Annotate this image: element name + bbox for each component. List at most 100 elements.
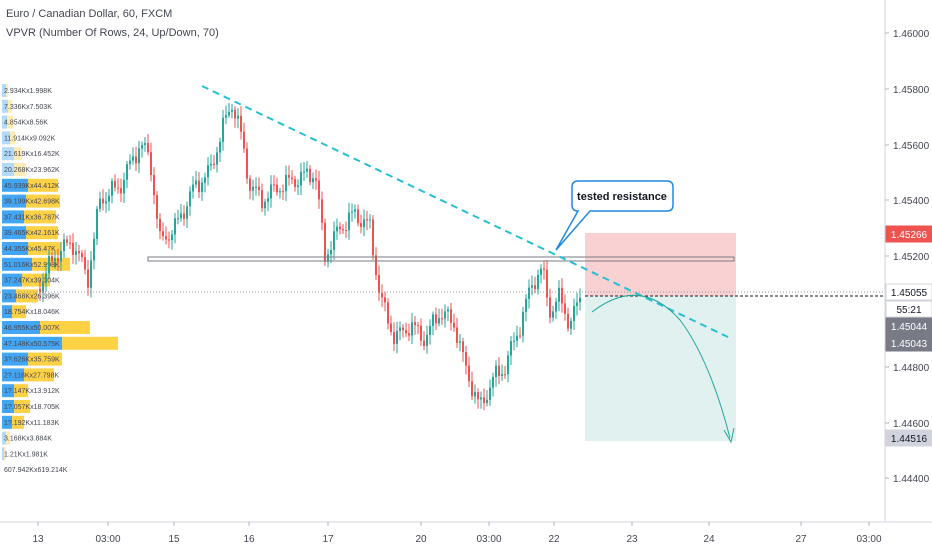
y-tick-label: 1.44400 xyxy=(893,474,930,485)
candle-body xyxy=(462,341,464,353)
candle-body xyxy=(63,239,65,252)
candle-body xyxy=(504,374,506,376)
candle-body xyxy=(480,397,482,400)
candle-body xyxy=(363,219,365,228)
candle-body xyxy=(231,109,233,112)
candle-body xyxy=(402,327,404,331)
candle-body xyxy=(234,109,236,119)
volume-profile-label: 37.247Kx39.304K xyxy=(4,278,60,285)
volume-profile-down-bar xyxy=(24,368,54,382)
annotation-callout xyxy=(555,180,674,251)
candle-body xyxy=(60,251,62,262)
y-tick-label: 1.45600 xyxy=(893,141,930,152)
candle-body xyxy=(306,168,308,172)
volume-profile-up-bar xyxy=(2,321,40,334)
price-tag-label: 1.45266 xyxy=(891,230,928,241)
volume-profile-label: 39.199Kx42.698K xyxy=(4,199,60,206)
candle-body xyxy=(423,340,425,346)
candle-body xyxy=(183,213,185,219)
y-tick-label: 1.44800 xyxy=(893,363,930,374)
candle-body xyxy=(579,297,581,303)
volume-profile-down-bar xyxy=(6,84,8,97)
volume-profile-label: 2.934Kx1.998K xyxy=(4,88,52,95)
volume-profile-down-bar xyxy=(7,115,13,129)
price-tag-label: 1.45044 xyxy=(891,322,928,333)
candle-body xyxy=(156,195,158,219)
candle-body xyxy=(378,275,380,294)
volume-profile-down-bar xyxy=(14,147,22,161)
candle-body xyxy=(324,222,326,262)
candle-body xyxy=(57,258,59,262)
candle-body xyxy=(537,274,539,290)
candle-body xyxy=(90,260,92,288)
volume-profile-up-bar xyxy=(2,305,12,319)
y-tick-label: 1.46000 xyxy=(893,29,930,40)
indicator-legend[interactable]: VPVR (Number Of Rows, 24, Up/Down, 70) xyxy=(6,27,219,39)
candle-body xyxy=(393,332,395,344)
volume-profile-up-bar xyxy=(2,431,6,445)
price-tag-label: 55:21 xyxy=(896,305,921,316)
candle-body xyxy=(153,174,155,196)
volume-profile-down-bar xyxy=(12,415,24,429)
candle-body xyxy=(492,377,494,388)
candle-body xyxy=(39,288,41,293)
projected-path-arrowhead xyxy=(723,427,735,444)
candle-body xyxy=(489,387,491,400)
candle-body xyxy=(297,185,299,187)
candle-body xyxy=(123,179,125,194)
volume-profile-label: 21.619Kx16.452K xyxy=(4,151,60,158)
chart-title: Euro / Canadian Dollar, 60, FXCM xyxy=(6,8,173,20)
candle-body xyxy=(438,318,440,324)
candle-body xyxy=(444,311,446,319)
candle-body xyxy=(549,297,551,318)
candle-body xyxy=(69,242,71,244)
volume-profile-up-bar xyxy=(2,352,28,366)
candle-body xyxy=(336,226,338,232)
candle-body xyxy=(417,325,419,327)
candle-body xyxy=(177,218,179,220)
x-tick-label: 13 xyxy=(32,534,44,545)
candle-body xyxy=(165,236,167,240)
price-tag-box xyxy=(885,334,932,352)
candle-body xyxy=(465,352,467,366)
candle-body xyxy=(384,297,386,303)
candle-body xyxy=(330,249,332,255)
candle-body xyxy=(255,186,257,188)
candle-body xyxy=(261,190,263,209)
volume-profile-label: 20.268Kx23.962K xyxy=(4,167,60,174)
candle-body xyxy=(567,313,569,329)
candle-body xyxy=(429,325,431,335)
volume-profile-label: 3?.626Kx35.759K xyxy=(4,357,60,364)
candle-body xyxy=(48,256,50,274)
volume-profile-up-bar xyxy=(2,194,26,208)
candle-body xyxy=(282,191,284,193)
candle-body xyxy=(345,229,347,231)
volume-profile-label: 18.754Kx18.046K xyxy=(4,309,60,316)
x-tick-label: 23 xyxy=(626,534,638,545)
candle-body xyxy=(312,178,314,183)
candle-body xyxy=(351,211,353,213)
candle-body xyxy=(216,152,218,165)
candle-body xyxy=(498,365,500,376)
candle-body xyxy=(162,231,164,237)
candle-body xyxy=(129,160,131,165)
candle-body xyxy=(291,177,293,180)
candle-body xyxy=(99,198,101,209)
volume-profile-up-bar xyxy=(2,257,32,271)
candle-body xyxy=(192,184,194,192)
volume-profile-up-bar xyxy=(2,289,16,303)
candle-body xyxy=(102,198,104,204)
y-tick-label: 1.45400 xyxy=(893,196,930,207)
candle-body xyxy=(96,208,98,239)
y-tick-label: 1.45200 xyxy=(893,252,930,263)
volume-profile-up-bar xyxy=(2,163,14,176)
candle-body xyxy=(273,184,275,186)
candle-body xyxy=(447,309,449,312)
candle-body xyxy=(249,178,251,191)
candle-body xyxy=(420,325,422,341)
price-tag-box xyxy=(885,317,932,335)
price-tag-label: 1.44516 xyxy=(891,434,928,445)
price-tag-label: 1.45043 xyxy=(891,339,928,350)
